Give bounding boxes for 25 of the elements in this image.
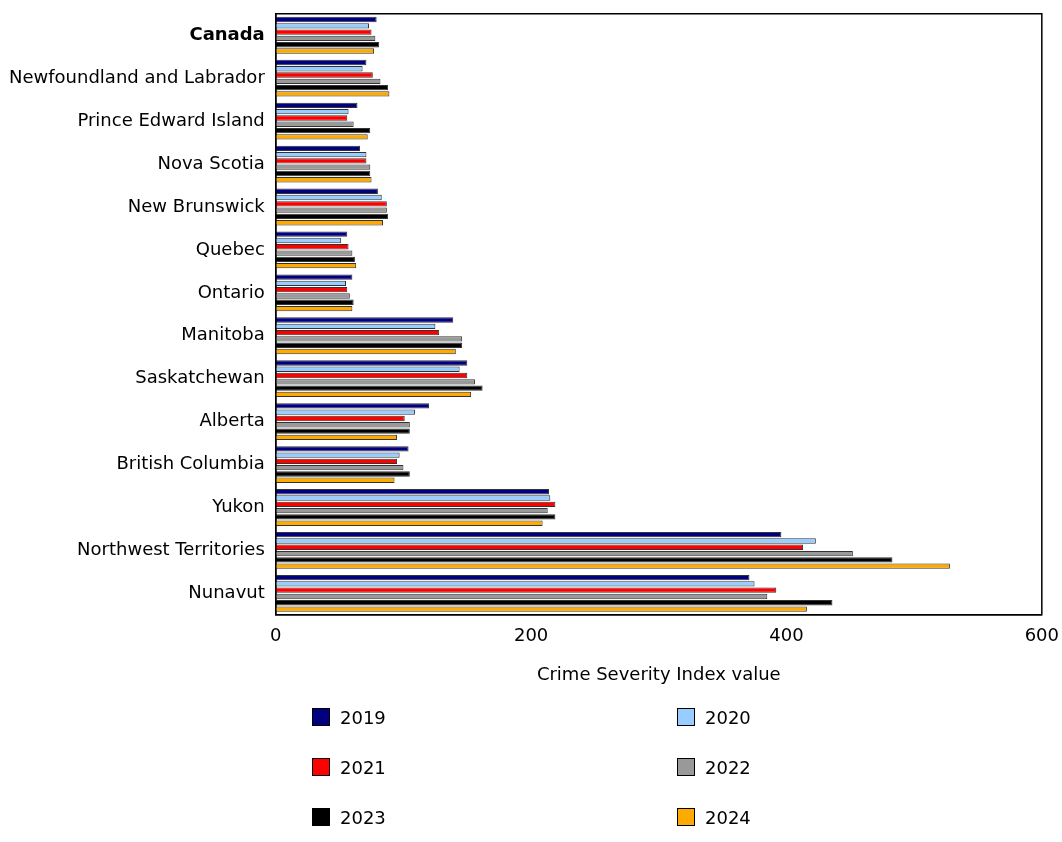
legend-label: 2019 <box>340 706 386 728</box>
y-tick-label: Alberta <box>199 409 265 431</box>
x-tick-label: 600 <box>1024 624 1059 646</box>
legend-label: 2022 <box>705 756 751 778</box>
legend-label: 2024 <box>705 806 751 828</box>
y-tick-label: New Brunswick <box>127 194 266 216</box>
legend-label: 2021 <box>340 756 386 778</box>
legend-label: 2023 <box>340 806 386 828</box>
y-tick-label: Quebec <box>195 237 265 259</box>
x-tick-label: 200 <box>513 624 549 646</box>
y-tick-label: Newfoundland and Labrador <box>9 65 266 87</box>
x-tick-label: 0 <box>270 624 282 646</box>
legend-label: 2020 <box>705 706 751 728</box>
x-axis-title: Crime Severity Index value <box>536 662 781 684</box>
y-tick-label: Ontario <box>197 280 265 302</box>
y-tick-label: Canada <box>189 22 265 44</box>
x-tick-label: 400 <box>769 624 804 646</box>
y-tick-label: British Columbia <box>116 452 265 474</box>
y-tick-label: Nunavut <box>188 581 265 603</box>
y-tick-label: Manitoba <box>181 323 265 345</box>
y-tick-label: Saskatchewan <box>135 366 265 388</box>
y-tick-label: Prince Edward Island <box>77 108 265 130</box>
y-tick-label: Northwest Territories <box>77 538 265 560</box>
y-tick-label: Nova Scotia <box>157 151 265 173</box>
y-tick-label: Yukon <box>211 495 265 517</box>
